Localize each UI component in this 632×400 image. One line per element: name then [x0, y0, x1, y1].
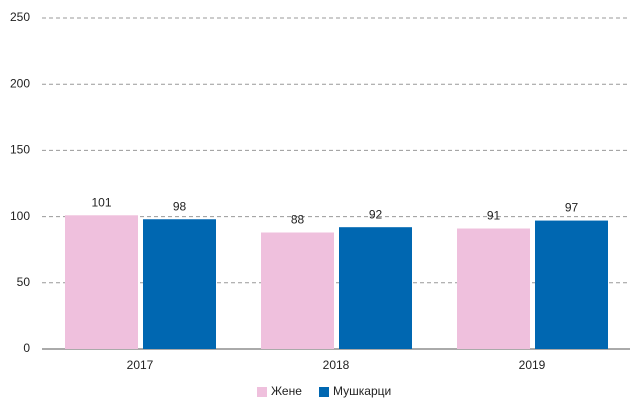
y-tick-label: 50 [17, 275, 31, 289]
x-tick-label: 2019 [519, 358, 546, 372]
bar [261, 232, 334, 349]
data-label: 88 [291, 213, 305, 227]
legend-swatch [319, 387, 329, 397]
y-tick-label: 100 [10, 209, 30, 223]
x-tick-label: 2018 [323, 358, 350, 372]
data-label: 91 [487, 209, 501, 223]
x-tick-label: 2017 [127, 358, 154, 372]
bar [339, 227, 412, 349]
data-label: 97 [565, 201, 579, 215]
legend-label: Жене [271, 384, 302, 398]
y-tick-label: 150 [10, 143, 30, 157]
y-tick-label: 0 [23, 341, 30, 355]
legend-swatch [257, 387, 267, 397]
data-label: 92 [369, 207, 383, 221]
data-label: 98 [173, 199, 187, 213]
y-tick-label: 200 [10, 76, 30, 90]
bar [457, 228, 530, 349]
legend-label: Мушкарци [333, 384, 391, 398]
data-label: 101 [91, 195, 111, 209]
bar [535, 220, 608, 349]
bar [143, 219, 216, 349]
y-tick-label: 250 [10, 10, 30, 24]
bar [65, 215, 138, 349]
